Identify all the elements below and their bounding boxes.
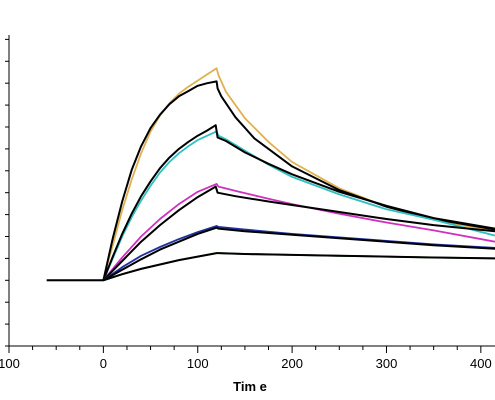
series-1-fit-line — [102, 80, 495, 281]
series-2-measured-line — [102, 130, 495, 281]
series-6-measured-line — [102, 225, 495, 282]
x-ticks: 100 0 100 200 300 400 — [0, 346, 492, 371]
x-axis-title: Tim e — [233, 379, 267, 394]
x-tick-label: 0 — [100, 356, 107, 371]
series-4-measured-line — [102, 182, 495, 281]
x-tick-label: 200 — [281, 356, 303, 371]
series-9-fit-line — [46, 252, 495, 282]
y-ticks — [5, 38, 9, 347]
chart-axes: 100 0 100 200 300 400 — [0, 35, 495, 371]
series-5-fit-line — [102, 185, 495, 281]
x-tick-label: 100 — [187, 356, 209, 371]
series-3-fit-line — [102, 124, 495, 281]
series-0-measured-line — [46, 67, 495, 282]
x-tick-label: 100 — [0, 356, 20, 371]
x-tick-label: 400 — [470, 356, 492, 371]
series-7-fit-line — [102, 226, 495, 282]
x-tick-label: 300 — [376, 356, 398, 371]
